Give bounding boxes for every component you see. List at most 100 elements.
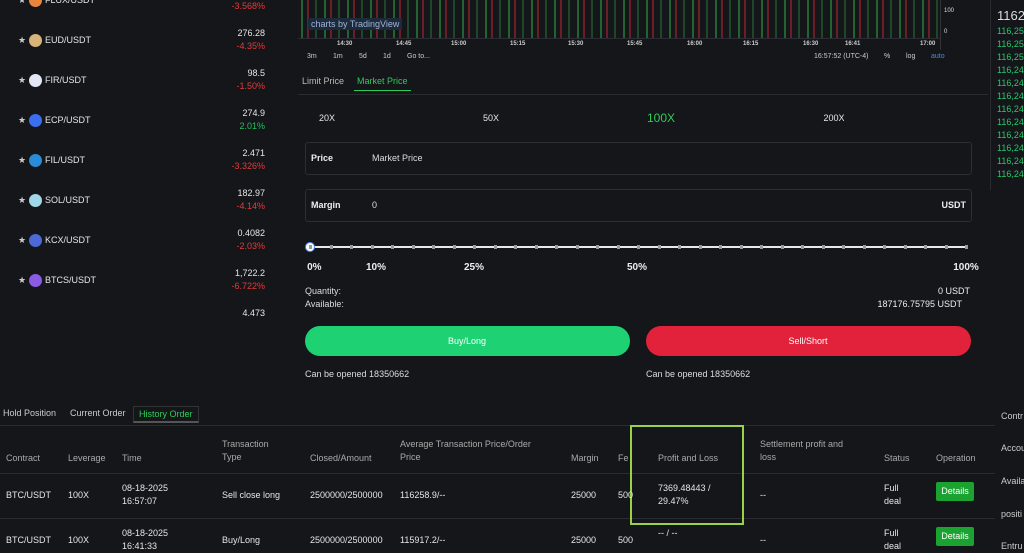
table-cell: 25000 — [571, 490, 597, 500]
market-change: -2.03% — [236, 241, 265, 251]
star: ★ — [18, 115, 27, 125]
orderbook-price: 116,24 — [997, 65, 1024, 75]
table-header: Average Transaction Price/Order Price — [400, 439, 531, 462]
slider-mark[interactable]: 0% — [307, 262, 322, 273]
market-pair[interactable]: KCX/USDT — [45, 235, 91, 245]
leverage-option[interactable]: 100X — [646, 111, 676, 125]
divider — [0, 425, 995, 426]
time-label: 15:30 — [568, 41, 584, 47]
slider-dot — [411, 245, 415, 249]
chart-range[interactable]: 1m — [333, 53, 343, 60]
chart-option[interactable]: auto — [931, 53, 945, 60]
market-pair[interactable]: FLUX/USDT — [45, 0, 96, 5]
orderbook-price: 116,24 — [997, 143, 1024, 153]
axis-label: 0 — [944, 29, 948, 35]
market-price: 98.5 — [247, 68, 265, 78]
orderbook-price: 116,24 — [997, 117, 1024, 127]
leverage-option[interactable]: 20X — [318, 113, 336, 123]
market-pair[interactable]: SOL/USDT — [45, 195, 91, 205]
table-header: Time — [122, 453, 142, 463]
table-cell: Buy/Long — [222, 535, 261, 545]
price-field[interactable] — [305, 142, 972, 175]
table-cell: 25000 — [571, 535, 597, 545]
slider-dot — [555, 245, 558, 249]
table-cell: 100X — [68, 490, 90, 500]
chart-range[interactable]: 3m — [307, 53, 317, 60]
time-label: 16:30 — [803, 41, 819, 47]
buy-button[interactable] — [305, 326, 630, 356]
market-pair[interactable]: FIL/USDT — [45, 155, 86, 165]
star: ★ — [18, 195, 27, 205]
chart-range[interactable]: 5d — [359, 53, 367, 60]
slider-mark[interactable]: 25% — [463, 262, 485, 273]
slider-dot — [842, 245, 845, 249]
info-value: 0 USDT — [937, 286, 970, 296]
orders-tab[interactable]: Hold Position — [3, 408, 57, 418]
time-label: 14:30 — [337, 41, 353, 47]
table-header: Status — [884, 453, 910, 463]
orders-tab[interactable]: Current Order — [70, 408, 126, 418]
slider-dot — [596, 245, 599, 249]
market-pair[interactable]: ECP/USDT — [45, 115, 91, 125]
slider-dot — [473, 245, 476, 249]
leverage-option[interactable]: 200X — [823, 113, 845, 123]
slider-mark[interactable]: 100% — [953, 262, 979, 273]
chart-range[interactable]: 1d — [383, 53, 391, 60]
slider-mark[interactable]: 50% — [626, 262, 648, 273]
margin-field[interactable] — [305, 189, 972, 222]
market-change: -4.14% — [236, 201, 265, 211]
button-label[interactable]: Sell/Short — [788, 336, 828, 346]
slider-dot — [944, 245, 948, 249]
slider-dot — [637, 245, 640, 249]
table-header: Settlement profit and loss — [760, 439, 844, 462]
table-header: Closed/Amount — [310, 453, 372, 463]
time-label: 15:00 — [451, 41, 467, 47]
divider — [0, 473, 995, 474]
highlight-box — [630, 425, 744, 525]
coin-icon — [29, 0, 42, 7]
slider-dot — [616, 245, 620, 249]
sell-button[interactable] — [646, 326, 971, 356]
order-tab[interactable]: Limit Price — [302, 76, 345, 86]
chart-range[interactable]: Go to... — [407, 53, 430, 60]
can-open: Can be opened 18350662 — [646, 369, 751, 379]
watermark: charts by TradingView — [308, 18, 403, 30]
orderbook-price: 116,24 — [997, 156, 1024, 166]
table-header: Margin — [571, 453, 599, 463]
details-button[interactable]: Details — [936, 482, 974, 501]
coin-icon — [29, 114, 42, 127]
can-open: Can be opened 18350662 — [305, 369, 410, 379]
table-cell: 116258.9/-- — [400, 490, 446, 500]
field-label: Price — [311, 153, 334, 163]
orderbook-price: 116,24 — [997, 91, 1024, 101]
market-price: 4.473 — [242, 308, 265, 318]
table-cell: Full deal — [884, 483, 902, 506]
slider-dot — [329, 245, 333, 249]
table-cell: 2500000/2500000 — [310, 535, 383, 545]
orderbook-price: 116,24 — [997, 104, 1024, 114]
details-button[interactable]: Details — [936, 527, 974, 546]
market-pair[interactable]: EUD/USDT — [45, 35, 92, 45]
market-pair[interactable]: FIR/USDT — [45, 75, 87, 85]
slider-mark[interactable]: 10% — [365, 262, 387, 273]
market-change: -4.35% — [236, 41, 265, 51]
slider-dot — [514, 245, 517, 249]
chart-option[interactable]: % — [884, 53, 891, 60]
orders-tab[interactable]: History Order — [133, 406, 199, 423]
chart-panel — [298, 0, 940, 38]
chart-clock: 16:57:52 (UTC-4) — [814, 53, 869, 60]
chart-option[interactable]: log — [906, 53, 916, 60]
orderbook-price: 116,25 — [997, 39, 1024, 49]
table-cell: -- — [760, 490, 766, 500]
order-tab[interactable]: Market Price — [354, 76, 411, 91]
time-label: 16:00 — [687, 41, 703, 47]
star: ★ — [18, 0, 27, 5]
leverage-option[interactable]: 50X — [482, 113, 500, 123]
table-cell: 115917.2/-- — [400, 535, 446, 545]
coin-icon — [29, 274, 42, 287]
button-label[interactable]: Buy/Long — [447, 336, 487, 346]
slider-dot — [965, 245, 968, 249]
market-pair[interactable]: BTCS/USDT — [45, 275, 97, 285]
table-cell: BTC/USDT — [6, 490, 51, 500]
table-header: Leverage — [68, 453, 106, 463]
